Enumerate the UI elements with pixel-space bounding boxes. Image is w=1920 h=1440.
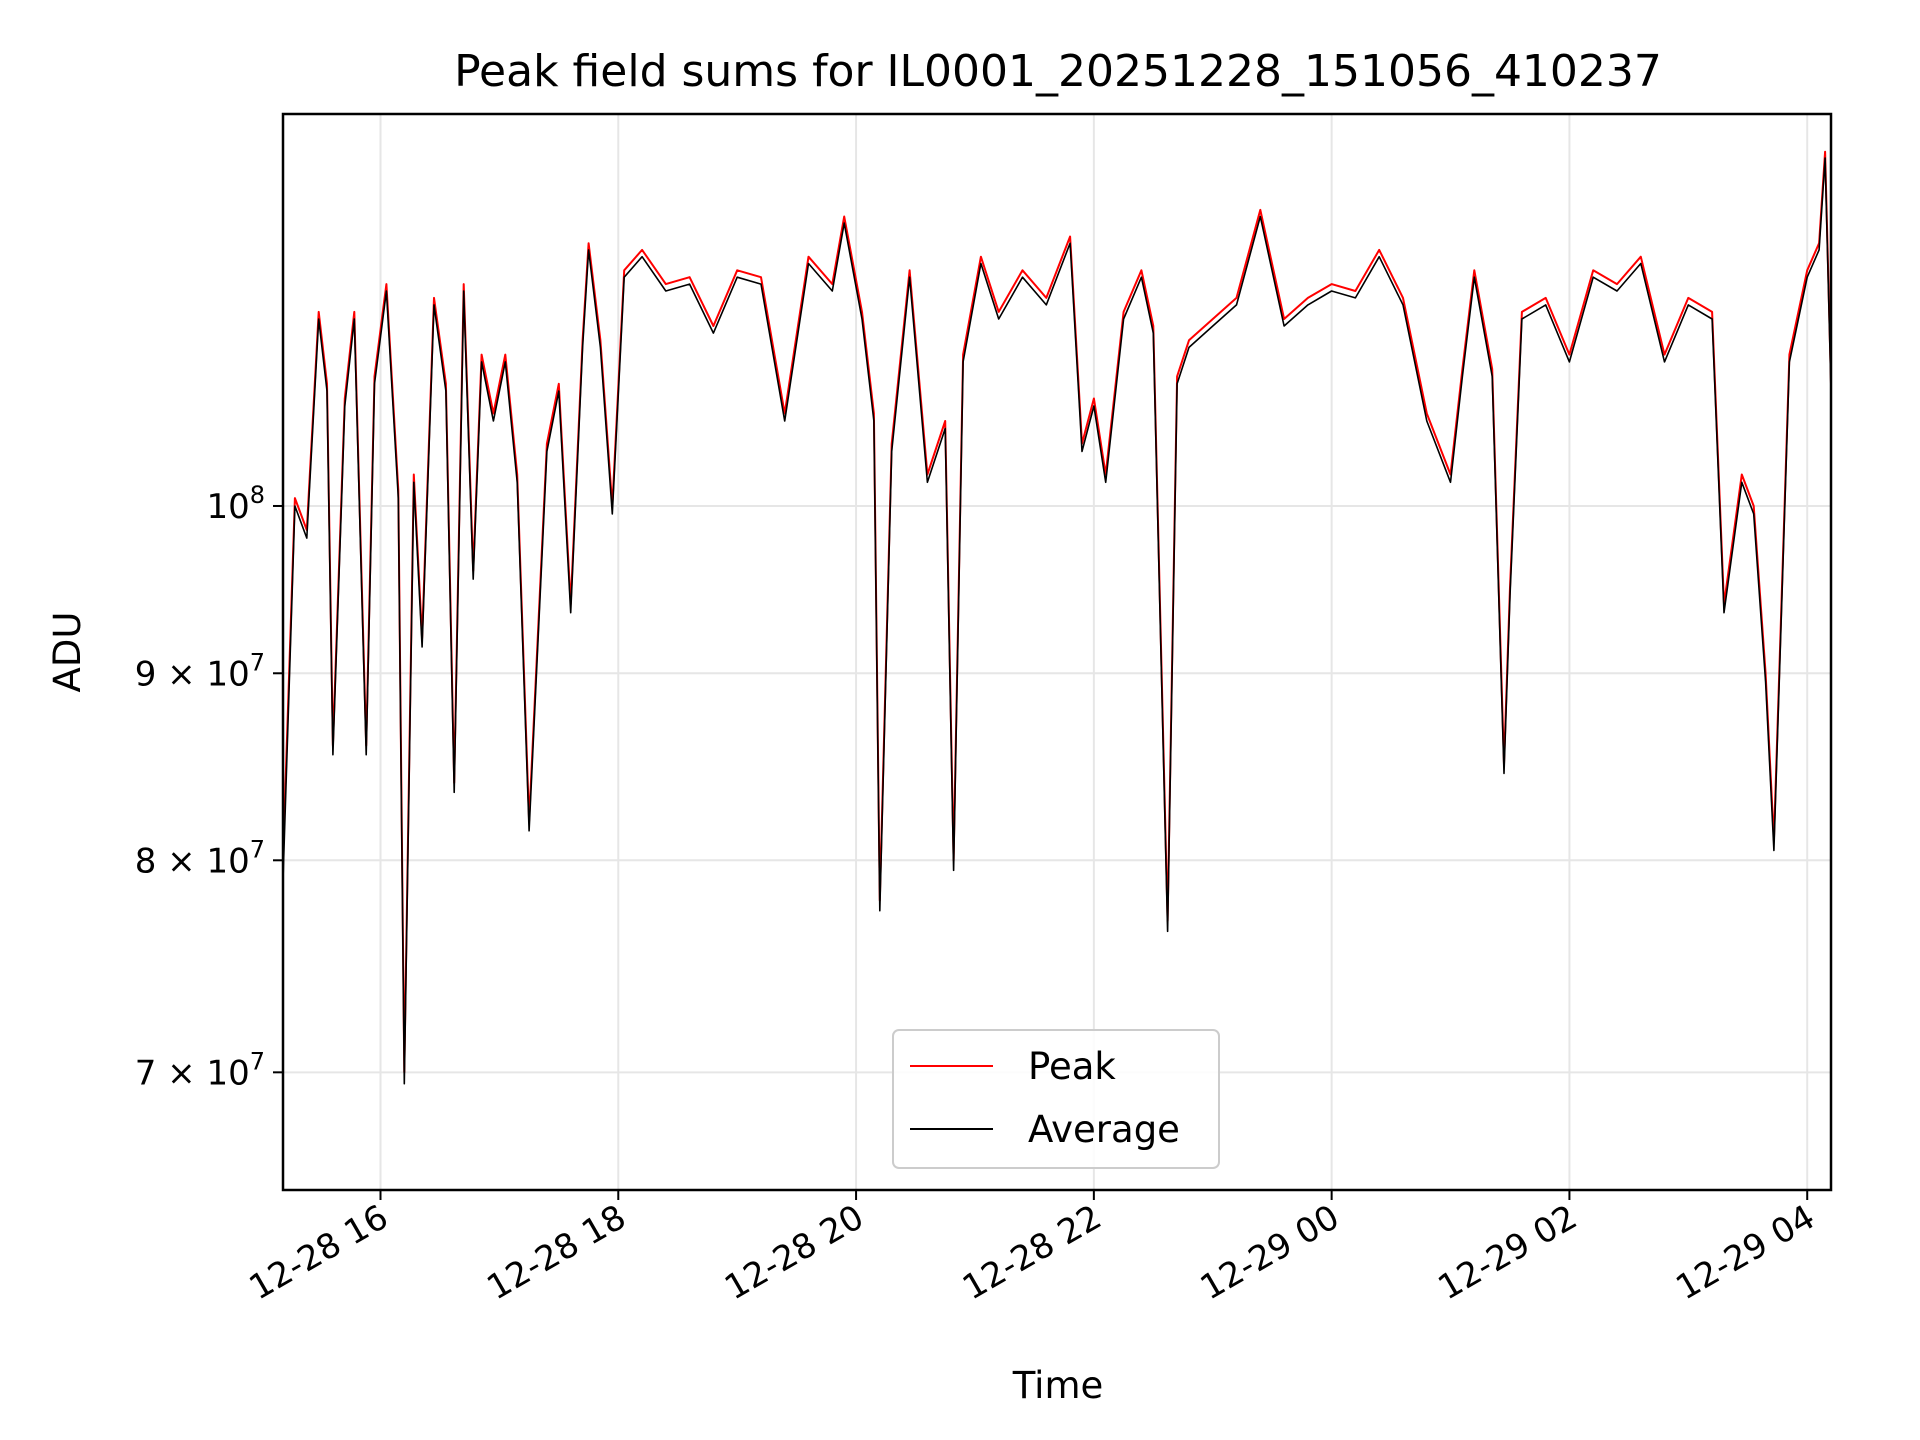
y-axis-label: ADU [46, 612, 89, 693]
grid-layer [283, 114, 1831, 1190]
legend-box [892, 1029, 1220, 1169]
y-tick-label: 8 × 107 [135, 835, 265, 881]
x-tick-label: 12-28 16 [243, 1197, 395, 1308]
legend-label-average: Average [1028, 1108, 1180, 1151]
x-tick-label: 12-28 20 [718, 1197, 870, 1308]
x-tick-label: 12-29 00 [1194, 1197, 1346, 1308]
legend: Peak Average [892, 1029, 1220, 1169]
y-tick-label: 7 × 107 [135, 1047, 265, 1093]
x-tick-label: 12-28 22 [956, 1197, 1108, 1308]
series-layer [283, 150, 1831, 1085]
plot-frame [281, 112, 1833, 1192]
legend-label-peak: Peak [1028, 1045, 1116, 1088]
y-tick-label: 108 [206, 481, 265, 527]
x-axis: 12-28 16 12-28 18 12-28 20 12-28 22 12-29 00… [243, 1190, 1822, 1308]
x-tick-label: 12-28 18 [480, 1197, 632, 1308]
y-axis: 7 × 107 8 × 107 9 × 107 108 [135, 481, 283, 1093]
chart-title: Peak field sums for IL0001_20251228_1510… [454, 46, 1662, 97]
y-tick-label: 9 × 107 [135, 648, 265, 694]
series-line-average [283, 157, 1831, 1085]
x-axis-label: Time [1012, 1364, 1104, 1407]
x-tick-label: 12-29 04 [1669, 1197, 1821, 1308]
x-tick-label: 12-29 02 [1432, 1197, 1584, 1308]
series-line-peak [283, 150, 1831, 1074]
